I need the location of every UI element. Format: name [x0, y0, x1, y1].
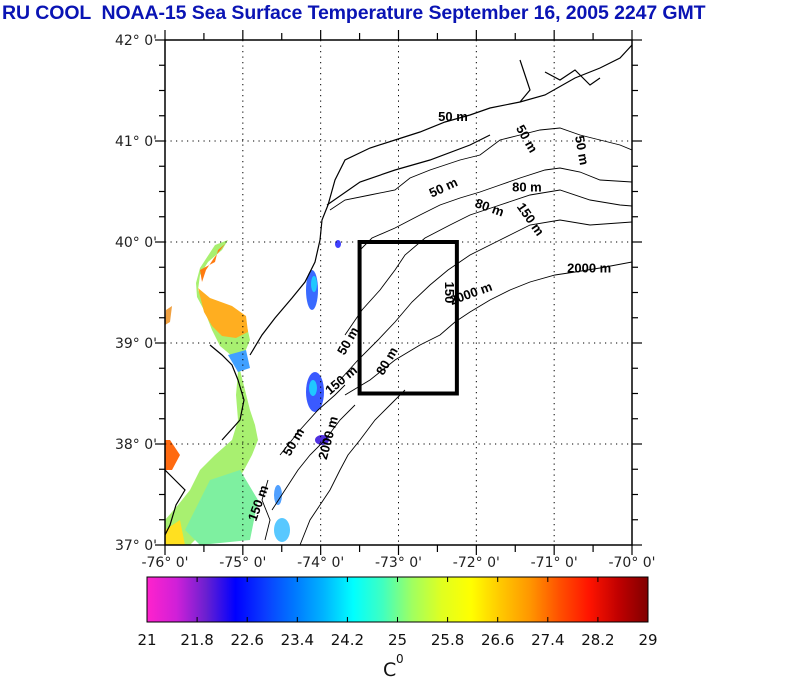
latitude-axis: 42° 0' 41° 0' 40° 0' 39° 0' 38° 0' 37° 0' [115, 33, 157, 554]
sst-imagery [165, 240, 341, 545]
contour-label: 50 m [513, 122, 541, 155]
contour-label: 50 m [280, 425, 308, 458]
bathymetry-contours [261, 127, 632, 545]
contour-label: 80 m [473, 195, 506, 219]
colorbar-tick-label: 28.2 [581, 631, 614, 649]
colorbar-tick-label: 25 [388, 631, 407, 649]
lon-tick-label: -75° 0' [219, 555, 266, 571]
delaware-bay-sst [165, 240, 258, 545]
colorbar-tick-label: 21 [137, 631, 156, 649]
contour-label: 150 [442, 282, 457, 304]
lon-tick-label: -74° 0' [297, 555, 344, 571]
colorbar-unit-superscript: 0 [396, 652, 404, 666]
lat-tick-label: 41° 0' [115, 134, 157, 150]
colorbar-tick-label: 29 [638, 631, 657, 649]
graticule [165, 40, 632, 545]
lat-tick-label: 42° 0' [115, 33, 157, 49]
contour-label: 80 m [373, 344, 401, 377]
colorbar-unit-label: C [383, 659, 396, 680]
contour-label: 50 m [427, 174, 460, 200]
colorbar-tick-label: 24.2 [331, 631, 364, 649]
contour-label: 150 m [514, 200, 547, 239]
contour-label: 80 m [512, 180, 542, 195]
lon-tick-label: -72° 0' [453, 555, 500, 571]
colorbar-tick-label: 26.6 [481, 631, 514, 649]
colorbar-tick-label: 23.4 [281, 631, 314, 649]
colorbar-tick-label: 25.8 [431, 631, 464, 649]
lat-tick-label: 39° 0' [115, 336, 157, 352]
study-area-box [357, 240, 459, 396]
lat-tick-label: 37° 0' [115, 538, 157, 554]
colorbar-tick-label: 21.8 [180, 631, 213, 649]
contour-label: 2000 m [567, 260, 611, 275]
colorbar-gradient [146, 576, 649, 623]
coastline [165, 44, 632, 536]
lon-tick-label: -73° 0' [375, 555, 422, 571]
lon-tick-label: -71° 0' [531, 555, 578, 571]
map-title: RU COOL NOAA-15 Sea Surface Temperature … [2, 2, 706, 24]
lon-tick-label: -76° 0' [141, 555, 188, 571]
colorbar-tick-label: 27.4 [531, 631, 564, 649]
contour-label: 150 m [322, 362, 360, 397]
longitude-axis: -76° 0' -75° 0' -74° 0' -73° 0' -72° 0' -71° … [141, 555, 655, 571]
lon-tick-label: -70° 0' [608, 555, 655, 571]
colorbar-tick-label: 22.6 [230, 631, 263, 649]
lat-tick-label: 38° 0' [115, 437, 157, 453]
contour-label: 50 m [572, 134, 592, 166]
contour-label: 50 m [438, 109, 468, 124]
colorbar: 21 21.8 22.6 23.4 24.2 25 25.8 26.6 27.4 28.2 29 C… [137, 576, 658, 680]
axis-ticks [155, 30, 642, 555]
lat-tick-label: 40° 0' [115, 235, 157, 251]
